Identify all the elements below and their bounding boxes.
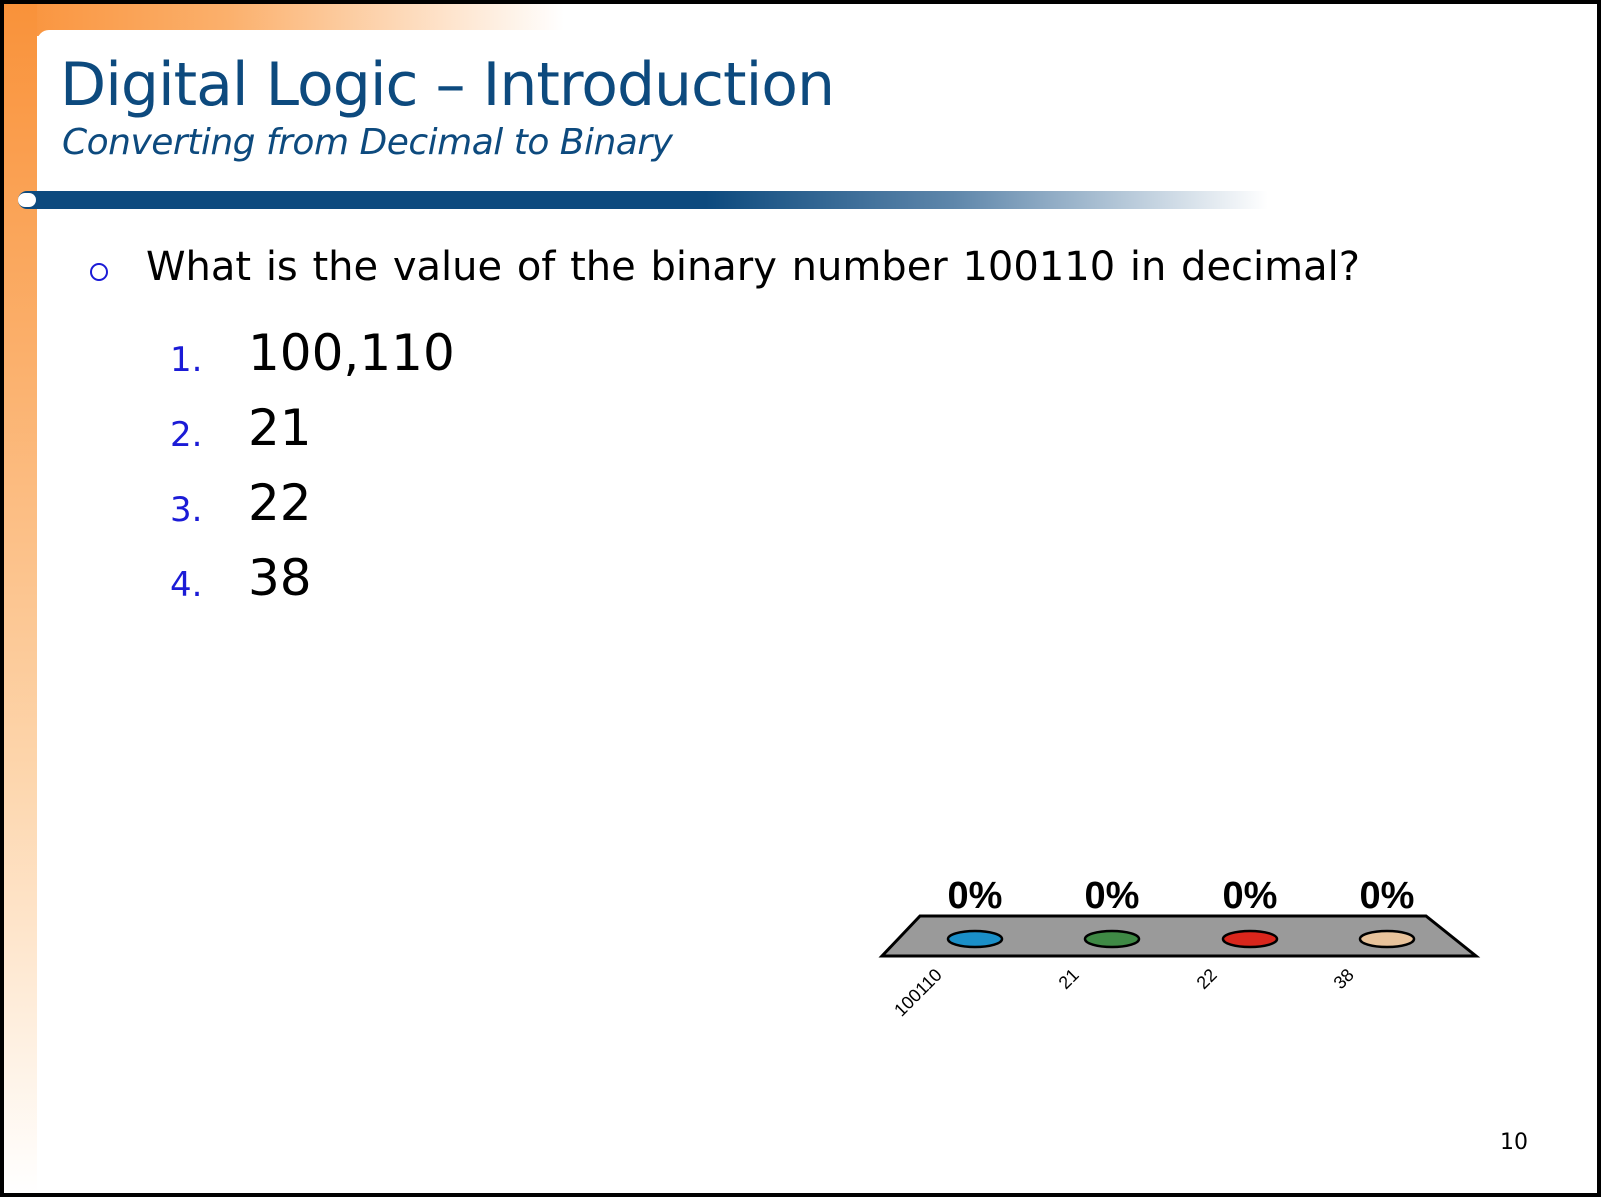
answer-text: 22 [248,474,312,532]
answer-option: 3. 22 [170,472,570,547]
answer-number: 1. [170,340,203,380]
poll-value-label-4: 0% [1360,875,1415,917]
divider-cap [18,193,36,207]
poll-bar-2 [1083,929,1141,949]
orange-side-gradient [4,4,37,1193]
chart-platform [878,914,1481,958]
answer-option: 4. 38 [170,547,570,622]
answer-number: 2. [170,415,203,455]
answer-text: 100,110 [248,324,455,382]
answer-option: 2. 21 [170,397,570,472]
answer-number: 4. [170,565,203,605]
poll-bar-1 [946,929,1004,949]
poll-bar-3 [1221,929,1279,949]
title-divider [18,191,1268,209]
poll-category-label-3: 22 [1193,965,1221,993]
slide-subtitle: Converting from Decimal to Binary [62,122,673,163]
page-number: 10 [1500,1130,1528,1155]
poll-value-label-3: 0% [1223,875,1278,917]
answer-number: 3. [170,490,203,530]
question-text: What is the value of the binary number 1… [146,244,1360,290]
answer-list: 1. 100,110 2. 21 3. 22 4. 38 [170,322,570,622]
poll-value-label-2: 0% [1085,875,1140,917]
slide: Digital Logic – Introduction Converting … [4,4,1597,1193]
poll-results-chart: 0% 100110 0% 21 0% 22 0% 38 [878,875,1481,1021]
poll-category-label-1: 100110 [890,965,946,1021]
poll-bar-4 [1358,929,1416,949]
poll-value-label-1: 0% [948,875,1003,917]
answer-text: 38 [248,549,312,607]
answer-option: 1. 100,110 [170,322,570,397]
slide-title: Digital Logic – Introduction [60,50,835,120]
bullet-circle-icon [90,263,108,281]
answer-text: 21 [248,399,312,457]
poll-category-label-4: 38 [1330,965,1358,993]
poll-category-label-2: 21 [1055,965,1083,993]
